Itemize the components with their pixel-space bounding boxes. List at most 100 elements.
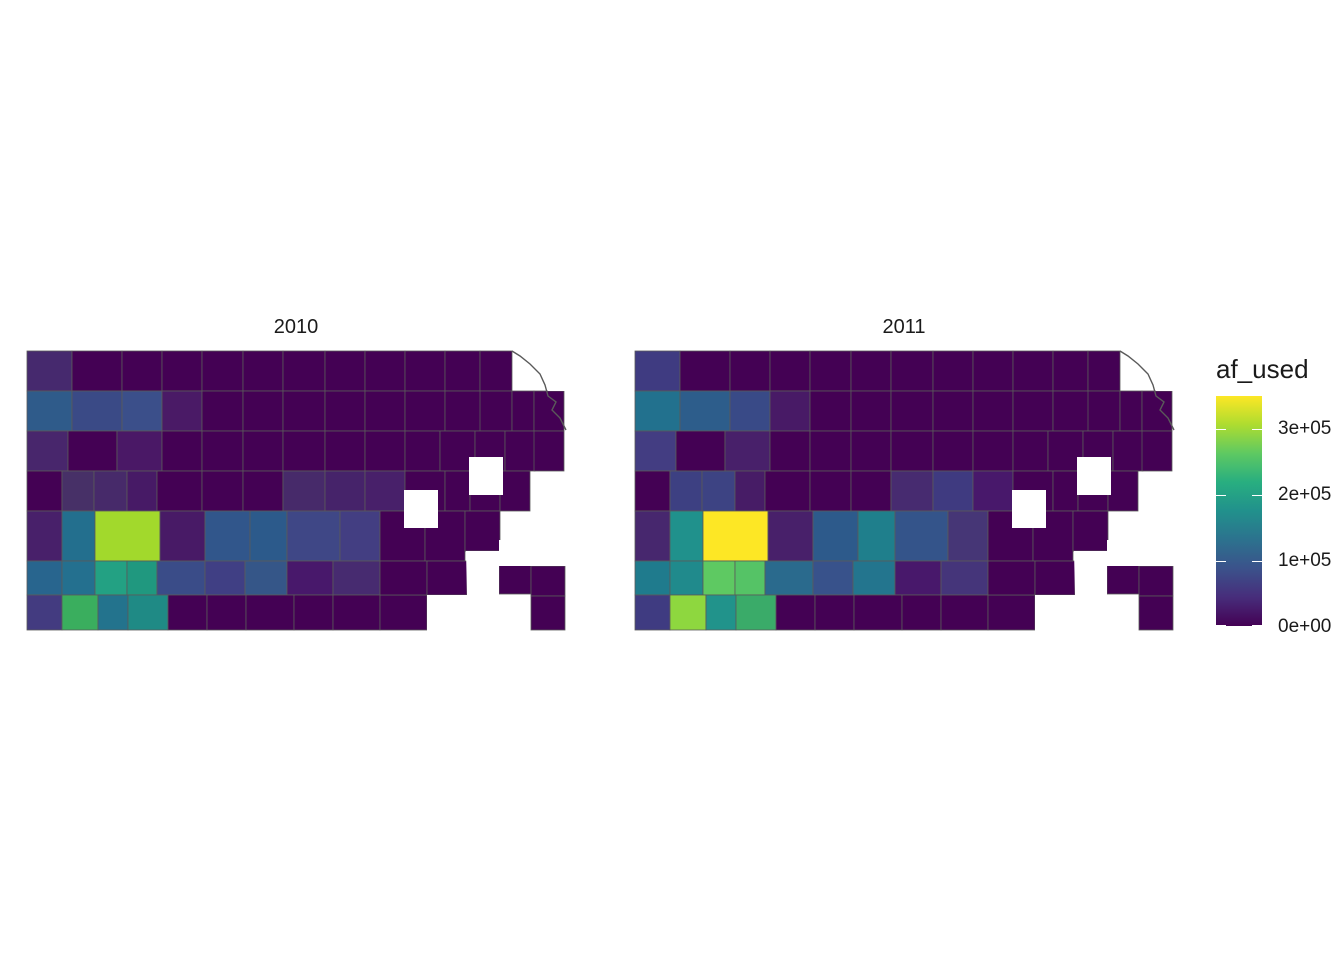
county-2011: [729, 350, 771, 392]
legend-label-3e05: 3e+05: [1278, 418, 1332, 439]
county-2011: [850, 470, 892, 512]
county-2010: [286, 510, 341, 562]
county-2011: [809, 350, 852, 392]
county-2011: [940, 594, 989, 631]
county-2011: [735, 594, 777, 631]
county-2010: [530, 595, 566, 631]
county-2010: [444, 350, 481, 392]
county-2010: [242, 350, 284, 392]
county-2011: [857, 510, 896, 562]
county-2010: [61, 594, 99, 631]
county-2011: [679, 390, 731, 432]
county-2010: [93, 470, 128, 512]
county-2010: [498, 561, 532, 595]
county-2010: [121, 350, 163, 392]
county-2011: [634, 430, 677, 472]
missing-county-2011: [1012, 490, 1046, 528]
county-2010: [499, 470, 531, 512]
county-2011: [1052, 350, 1089, 392]
county-2010: [201, 350, 244, 392]
county-2010: [533, 390, 565, 432]
county-2011: [932, 350, 974, 392]
county-maps: [26, 349, 1176, 632]
county-2010: [324, 390, 366, 432]
county-2010: [61, 560, 96, 596]
legend-tick-mark: [1252, 561, 1262, 562]
legend-tick-mark: [1252, 625, 1262, 626]
county-2010: [464, 510, 501, 552]
county-2011: [812, 510, 859, 562]
county-2010: [324, 430, 366, 472]
county-2010: [530, 565, 566, 597]
county-2010: [26, 430, 69, 472]
county-2010: [26, 470, 63, 512]
county-2011: [890, 430, 934, 472]
county-2011: [669, 470, 703, 512]
county-2010: [404, 390, 446, 432]
county-2010: [26, 594, 63, 631]
county-2010: [204, 560, 246, 596]
county-2011: [724, 430, 771, 472]
county-2010: [67, 430, 118, 472]
county-2011: [767, 510, 814, 562]
color-legend: af_used 3e+05 2e+05 1e+05 0e+00: [1200, 352, 1344, 642]
county-2011: [634, 470, 671, 512]
county-2010: [379, 560, 428, 596]
county-2011: [675, 430, 726, 472]
missing-county-2010: [404, 490, 438, 528]
county-2011: [1052, 390, 1094, 432]
county-2011: [972, 350, 1014, 392]
county-2011: [634, 594, 671, 631]
county-2011: [1107, 470, 1139, 512]
county-2010: [339, 510, 381, 562]
legend-colorbar: [1216, 396, 1262, 626]
legend-tick-mark: [1216, 429, 1226, 430]
county-2010: [206, 594, 247, 631]
county-2010: [26, 390, 73, 432]
county-2010: [167, 594, 208, 631]
county-2011: [850, 350, 892, 392]
county-2011: [890, 390, 934, 432]
county-2010: [242, 390, 284, 432]
county-2010: [242, 430, 284, 472]
county-2011: [775, 594, 816, 631]
county-2010: [282, 350, 326, 392]
county-2011: [1141, 430, 1173, 472]
county-2011: [764, 470, 811, 512]
county-2010: [404, 350, 446, 392]
county-2010: [126, 470, 158, 512]
county-2010: [161, 350, 203, 392]
county-2011: [669, 510, 704, 562]
county-2010: [364, 390, 406, 432]
county-2011: [769, 390, 811, 432]
county-2011: [890, 350, 934, 392]
county-2010: [282, 470, 326, 512]
county-2010: [244, 560, 288, 596]
map-panel-2010: [26, 349, 568, 632]
county-2011: [764, 560, 814, 596]
county-2010: [364, 430, 406, 472]
county-2010: [159, 510, 206, 562]
county-2011: [894, 560, 942, 596]
county-2011: [679, 350, 731, 392]
county-2011: [634, 560, 671, 596]
county-2010: [161, 390, 203, 432]
county-2011: [634, 390, 681, 432]
panel-title-2011: 2011: [882, 316, 926, 338]
county-2011: [1072, 510, 1109, 552]
panel-title-2010: 2010: [273, 316, 319, 338]
county-2010: [26, 350, 73, 392]
county-2011: [701, 470, 736, 512]
county-2011: [850, 430, 892, 472]
county-2011: [972, 390, 1014, 432]
county-2010: [61, 470, 95, 512]
county-2011: [1138, 565, 1174, 597]
county-2010: [156, 560, 206, 596]
county-2011: [1106, 561, 1140, 595]
county-2011: [1012, 430, 1049, 472]
outline-mask-2010: [427, 349, 568, 632]
county-2010: [364, 350, 406, 392]
county-2010: [161, 430, 203, 472]
county-2010: [479, 350, 513, 392]
